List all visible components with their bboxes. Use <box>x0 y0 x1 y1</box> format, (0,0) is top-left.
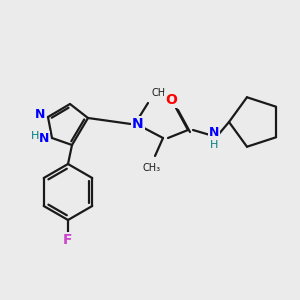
Text: O: O <box>165 93 177 107</box>
Text: F: F <box>63 233 73 247</box>
Text: N: N <box>132 117 144 131</box>
Text: N: N <box>35 109 45 122</box>
Text: CH₃: CH₃ <box>151 88 169 98</box>
Text: N: N <box>39 131 49 145</box>
Text: N: N <box>209 127 219 140</box>
Text: CH₃: CH₃ <box>143 163 161 173</box>
Text: H: H <box>31 131 39 141</box>
Text: H: H <box>210 140 218 150</box>
